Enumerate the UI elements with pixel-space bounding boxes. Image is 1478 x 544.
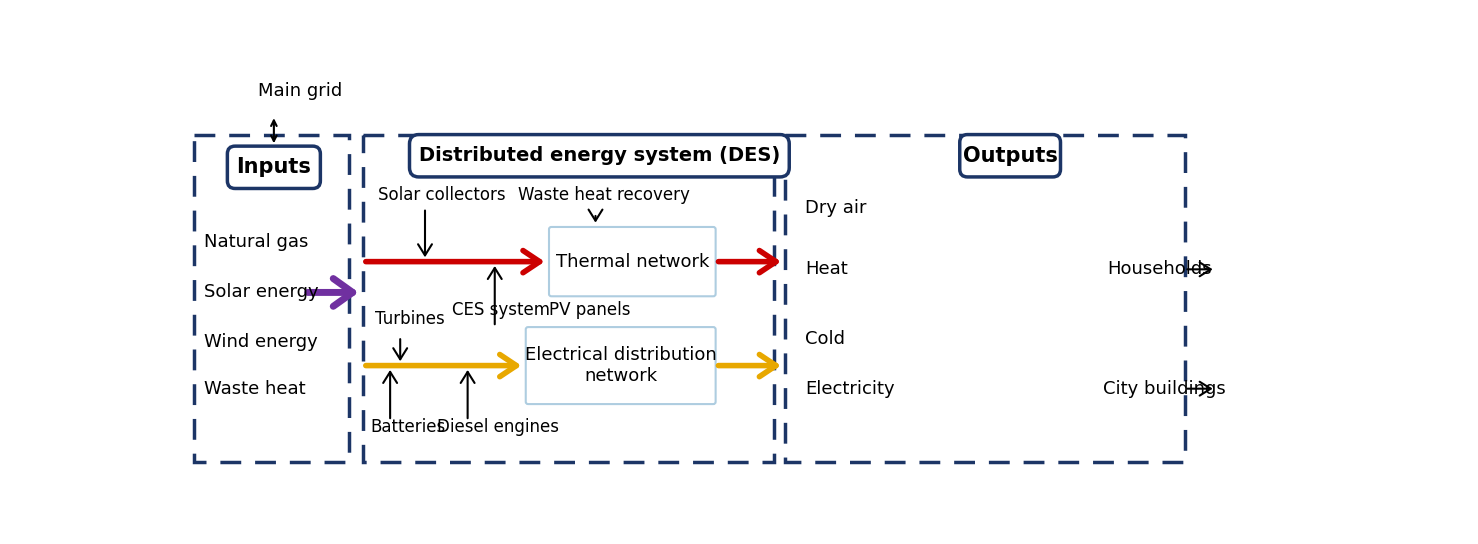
- FancyBboxPatch shape: [959, 134, 1061, 177]
- Text: Households: Households: [1107, 261, 1212, 279]
- Text: Solar energy: Solar energy: [204, 283, 319, 301]
- Text: Electrical distribution
network: Electrical distribution network: [525, 346, 717, 385]
- Text: Dry air: Dry air: [804, 199, 866, 217]
- Text: Solar collectors: Solar collectors: [378, 186, 505, 203]
- Text: Main grid: Main grid: [259, 82, 343, 100]
- Text: Outputs: Outputs: [962, 146, 1058, 166]
- Bar: [194, 134, 349, 462]
- FancyBboxPatch shape: [409, 134, 789, 177]
- Text: CES system: CES system: [452, 301, 550, 319]
- Text: Inputs: Inputs: [236, 157, 312, 177]
- Text: PV panels: PV panels: [548, 301, 631, 319]
- Text: Thermal network: Thermal network: [556, 252, 709, 270]
- Text: Diesel engines: Diesel engines: [436, 418, 559, 436]
- Text: Natural gas: Natural gas: [204, 233, 309, 251]
- Bar: [785, 134, 1184, 462]
- FancyBboxPatch shape: [526, 327, 715, 404]
- Text: Electricity: Electricity: [804, 380, 894, 398]
- Text: Cold: Cold: [804, 330, 845, 348]
- Text: Wind energy: Wind energy: [204, 333, 318, 351]
- Text: Heat: Heat: [804, 261, 847, 279]
- FancyBboxPatch shape: [228, 146, 321, 188]
- Text: City buildings: City buildings: [1103, 380, 1225, 398]
- Text: Turbines: Turbines: [374, 311, 445, 329]
- FancyBboxPatch shape: [548, 227, 715, 296]
- Text: Waste heat recovery: Waste heat recovery: [517, 186, 690, 203]
- Text: Distributed energy system (DES): Distributed energy system (DES): [418, 146, 780, 165]
- Text: Batteries: Batteries: [371, 418, 446, 436]
- Bar: [364, 134, 774, 462]
- Text: Waste heat: Waste heat: [204, 380, 306, 398]
